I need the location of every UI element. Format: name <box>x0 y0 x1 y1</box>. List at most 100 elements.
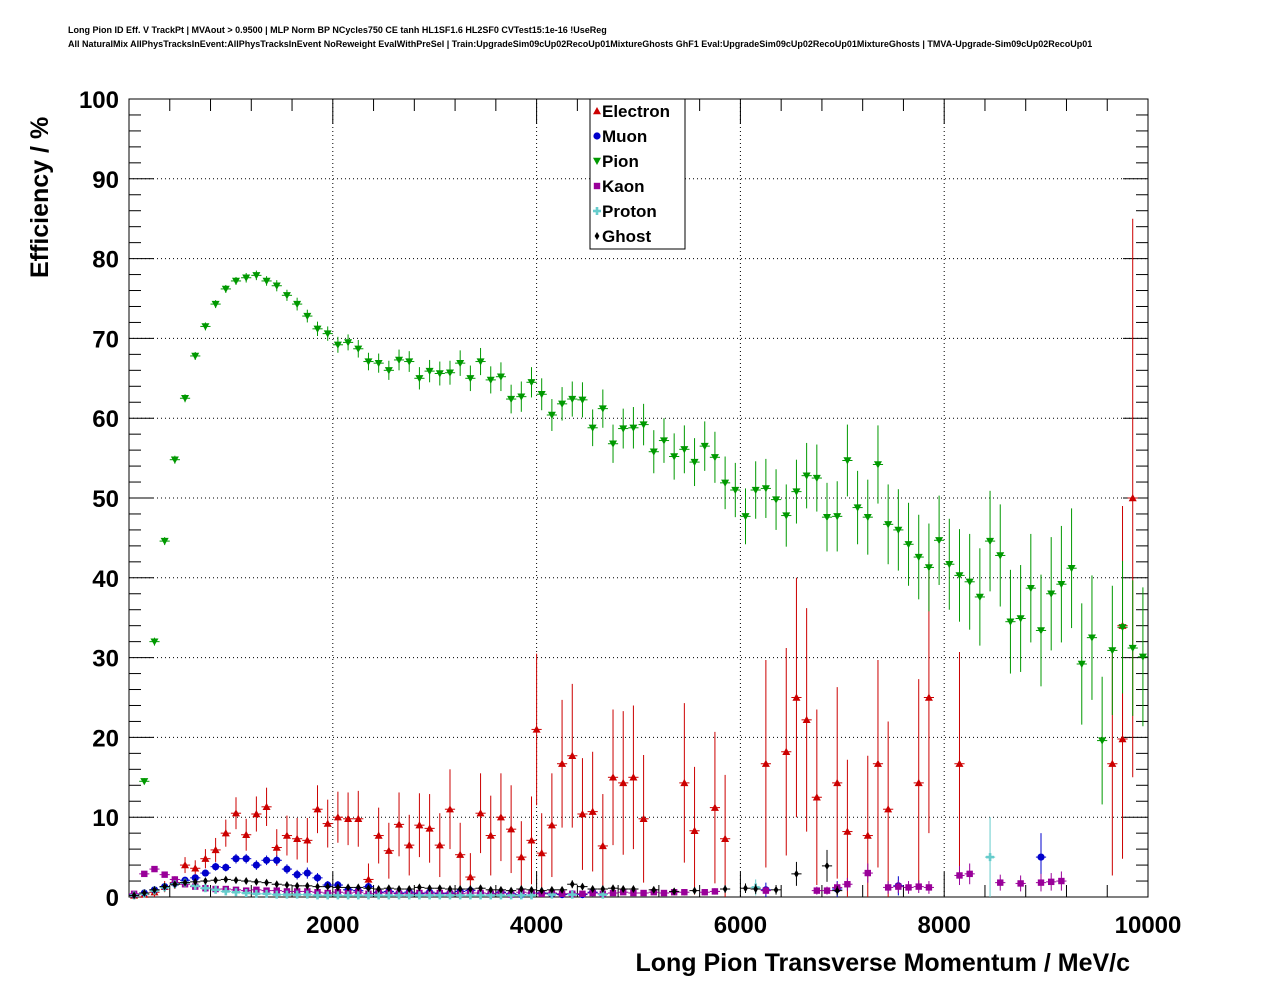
data-point <box>802 715 811 724</box>
data-point <box>660 889 668 897</box>
data-point <box>690 826 699 834</box>
data-point <box>405 841 414 849</box>
y-tick-label: 20 <box>92 725 119 752</box>
y-tick-label: 70 <box>92 326 119 353</box>
data-point <box>212 863 220 871</box>
data-point <box>478 884 483 893</box>
data-point <box>955 572 964 580</box>
data-point <box>1006 618 1015 626</box>
data-point <box>527 836 536 844</box>
data-point <box>823 513 832 522</box>
data-point <box>722 885 728 894</box>
data-point <box>507 825 516 833</box>
data-point <box>812 474 821 483</box>
data-point <box>284 881 290 890</box>
legend-label: Kaon <box>602 177 645 196</box>
data-point <box>303 869 311 877</box>
data-point <box>843 457 852 465</box>
data-point <box>824 861 830 870</box>
data-point <box>211 300 220 309</box>
marker-bar-v <box>988 853 992 862</box>
data-point <box>303 312 312 321</box>
data-point <box>884 884 892 891</box>
data-point <box>1128 494 1137 502</box>
data-point <box>863 831 872 839</box>
data-point <box>252 889 261 898</box>
data-point <box>333 813 342 821</box>
data-point <box>262 802 271 811</box>
data-point <box>924 693 933 701</box>
data-point <box>680 446 689 454</box>
data-point <box>466 891 475 900</box>
data-point <box>935 537 944 545</box>
data-point <box>364 891 373 900</box>
data-point <box>753 885 759 894</box>
data-point <box>568 751 577 759</box>
data-point <box>488 885 494 894</box>
data-point <box>405 891 414 900</box>
data-point <box>496 373 505 381</box>
data-point <box>1057 580 1066 589</box>
data-point <box>162 882 168 891</box>
data-point <box>975 593 984 601</box>
data-point <box>794 869 799 878</box>
data-point <box>986 853 995 862</box>
data-point <box>579 890 586 898</box>
data-point <box>631 885 636 894</box>
axis-ticks: 0 10 20 30 40 50 60 70 80 90 100 2000 4000 6000 8000 10… <box>79 87 1181 939</box>
data-point <box>782 512 791 520</box>
data-point <box>294 881 300 890</box>
marker-bar-v <box>316 891 319 900</box>
data-point <box>242 855 250 863</box>
data-point <box>140 778 149 786</box>
marker-bar-v <box>224 887 228 896</box>
x-tick-label: 6000 <box>714 912 767 939</box>
data-point <box>141 870 148 878</box>
marker-bar-v <box>509 891 513 900</box>
data-point <box>834 886 840 895</box>
data-point <box>600 885 606 894</box>
data-point <box>293 834 302 842</box>
data-point <box>233 876 239 885</box>
data-point <box>457 885 463 894</box>
data-point <box>547 890 556 899</box>
data-point <box>649 448 658 456</box>
data-point <box>323 891 332 900</box>
data-point <box>639 421 648 429</box>
x-axis-label: Long Pion Transverse Momentum / MeV/c <box>635 949 1130 977</box>
data-point <box>335 883 341 892</box>
data-point <box>864 869 871 877</box>
data-point <box>620 885 626 894</box>
y-tick-label: 0 <box>106 885 119 912</box>
data-point <box>518 885 524 894</box>
data-point <box>395 356 404 364</box>
data-point <box>670 453 679 461</box>
data-point <box>792 693 801 701</box>
data-point <box>925 884 933 891</box>
data-point <box>833 778 842 787</box>
data-point <box>303 836 312 844</box>
data-point <box>547 821 556 829</box>
data-point <box>293 300 302 309</box>
series-electron <box>129 218 1138 899</box>
legend-entry-electron: Electron <box>593 102 670 121</box>
data-point <box>221 829 230 837</box>
marker-bar-v <box>265 889 268 898</box>
data-point <box>1087 634 1096 642</box>
data-point <box>580 882 585 891</box>
data-point <box>201 323 210 331</box>
series-ghost <box>129 849 843 900</box>
legend-entry-kaon: Kaon <box>593 177 645 196</box>
legend-label: Muon <box>602 127 647 146</box>
data-point <box>1016 615 1025 623</box>
data-point <box>568 890 577 899</box>
data-point <box>843 827 852 835</box>
legend-label: Proton <box>602 202 657 221</box>
y-tick-label: 30 <box>92 646 119 673</box>
data-point <box>761 759 770 767</box>
data-point <box>231 809 240 817</box>
data-point <box>384 846 393 854</box>
data-point <box>435 841 444 849</box>
data-point <box>578 396 587 404</box>
data-point <box>924 564 933 572</box>
